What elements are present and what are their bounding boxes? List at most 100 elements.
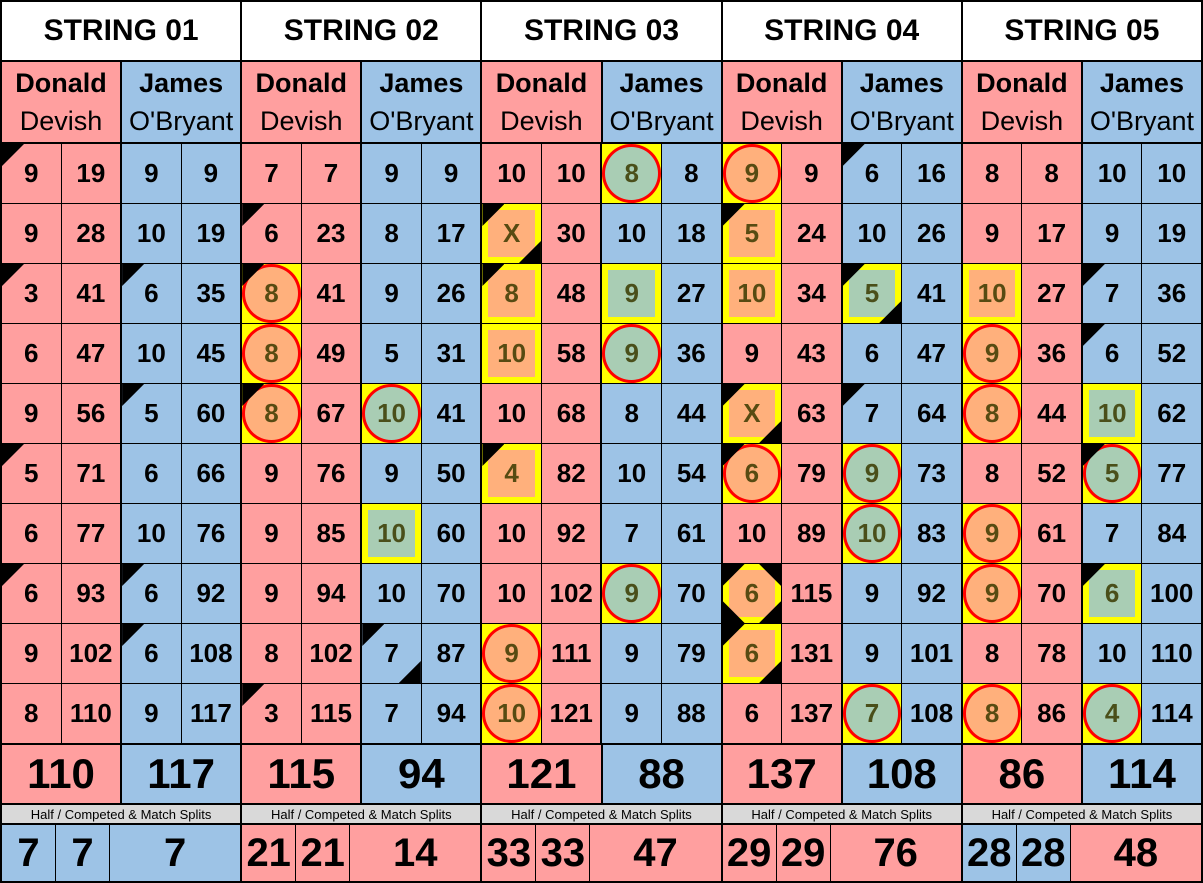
score-value: 6	[864, 158, 880, 188]
donald-frame-score: 9	[962, 504, 1023, 563]
score-value: 101	[909, 638, 954, 668]
james-running-total: 100	[1142, 564, 1201, 623]
donald-frame-score: 8	[962, 444, 1023, 503]
score-value: 9	[144, 158, 159, 188]
score-value: 4	[504, 458, 519, 488]
splits-label: Half / Competed & Match Splits	[962, 805, 1201, 825]
james-frame-score: 9	[602, 684, 663, 743]
score-value: 84	[1157, 518, 1187, 548]
donald-frame-score: 9	[2, 624, 62, 683]
james-frame-score: 10	[602, 444, 663, 503]
donald-frame-score: 9	[242, 444, 302, 503]
score-value: 43	[796, 338, 826, 368]
score-value: 8	[984, 698, 1000, 728]
donald-running-total: 36	[1022, 324, 1083, 383]
donald-running-total: 41	[301, 264, 363, 323]
james-running-total: 76	[181, 504, 241, 563]
frame-row: 9 76 9 50	[242, 444, 481, 504]
frame-row: 8 102 7 87	[242, 624, 481, 684]
circle-highlight	[482, 624, 541, 683]
score-value: 110	[1150, 638, 1193, 668]
score-value: 49	[316, 338, 346, 368]
donald-frame-score: 8	[242, 624, 302, 683]
box-highlight	[728, 630, 776, 677]
circle-highlight	[842, 504, 902, 563]
donald-frame-score: 6	[2, 504, 62, 563]
frame-row: 9 70 6 100	[962, 564, 1201, 624]
player-first-name: James	[619, 68, 704, 98]
score-value: 10	[497, 518, 527, 548]
frame-row: 9 28 10 19	[2, 204, 241, 264]
james-running-total: 92	[902, 564, 961, 623]
james-frame-score: 9	[1082, 204, 1143, 263]
frame-row: 8 52 5 77	[962, 444, 1201, 504]
donald-running-total: 30	[541, 204, 603, 263]
corner-marker-icon	[2, 444, 24, 466]
player-first-name: Donald	[15, 68, 107, 98]
score-value: 92	[917, 578, 946, 608]
circle-highlight	[1082, 444, 1142, 503]
score-value: 8	[264, 338, 279, 368]
score-value: 85	[316, 518, 346, 548]
score-value: 41	[917, 278, 946, 308]
score-value: 7	[1104, 278, 1120, 308]
donald-frame-score: 10	[962, 264, 1023, 323]
score-value: 6	[264, 218, 279, 248]
score-value: 31	[436, 338, 466, 368]
james-frame-score: 9	[602, 264, 663, 323]
player-last-name: Devish	[500, 106, 583, 136]
james-frame-score: 7	[1082, 504, 1143, 563]
string-totals: 115 94	[242, 744, 481, 805]
donald-running-total: 19	[61, 144, 123, 203]
donald-running-total: 17	[1022, 204, 1083, 263]
score-value: 58	[556, 338, 586, 368]
donald-running-total: 41	[61, 264, 123, 323]
player-donald-header: Donald Devish	[2, 62, 123, 142]
frame-row: 7 7 9 9	[242, 144, 481, 204]
circle-highlight	[482, 684, 541, 743]
score-value: 6	[744, 638, 760, 668]
player-names: Donald Devish James O'Bryant	[2, 62, 241, 144]
score-value: 54	[676, 458, 706, 488]
player-james-header: James O'Bryant	[362, 62, 481, 142]
box-highlight	[488, 330, 535, 377]
score-value: 9	[624, 578, 639, 608]
james-frame-score: 10	[1082, 384, 1143, 443]
player-first-name: Donald	[976, 68, 1068, 98]
score-value: 36	[1037, 338, 1067, 368]
frame-row: 6 77 10 76	[2, 504, 241, 564]
box-highlight	[728, 570, 776, 617]
match-splits: 21 21 14	[242, 825, 481, 883]
score-value: 79	[796, 458, 826, 488]
frame-row: 9 19 9 9	[2, 144, 241, 204]
donald-running-total: 76	[301, 444, 363, 503]
player-donald-header: Donald Devish	[242, 62, 363, 142]
donald-frame-score: 9	[2, 204, 62, 263]
james-frame-score: 9	[842, 624, 903, 683]
score-value: 73	[917, 458, 946, 488]
donald-running-total: 9	[782, 144, 843, 203]
james-running-total: 41	[421, 384, 481, 443]
donald-frame-score: 6	[722, 444, 783, 503]
score-value: 6	[24, 338, 39, 368]
string-title: STRING 04	[722, 2, 961, 62]
james-frame-score: 9	[362, 444, 422, 503]
score-value: 52	[1037, 458, 1067, 488]
donald-running-total: 102	[61, 624, 123, 683]
score-value: 110	[69, 698, 112, 728]
score-value: 131	[789, 638, 834, 668]
split-value: 7	[56, 825, 110, 881]
donald-running-total: 102	[301, 624, 363, 683]
score-value: 6	[144, 638, 159, 668]
donald-running-total: 85	[301, 504, 363, 563]
score-value: 6	[744, 698, 760, 728]
player-james-header: James O'Bryant	[842, 62, 961, 142]
donald-running-total: 94	[301, 564, 363, 623]
score-value: 9	[1104, 218, 1120, 248]
james-running-total: 84	[1142, 504, 1201, 563]
split-value: 33	[536, 825, 591, 881]
score-value: 8	[684, 158, 699, 188]
donald-frame-score: 8	[482, 264, 542, 323]
score-value: 3	[264, 698, 279, 728]
score-value: 92	[556, 518, 586, 548]
